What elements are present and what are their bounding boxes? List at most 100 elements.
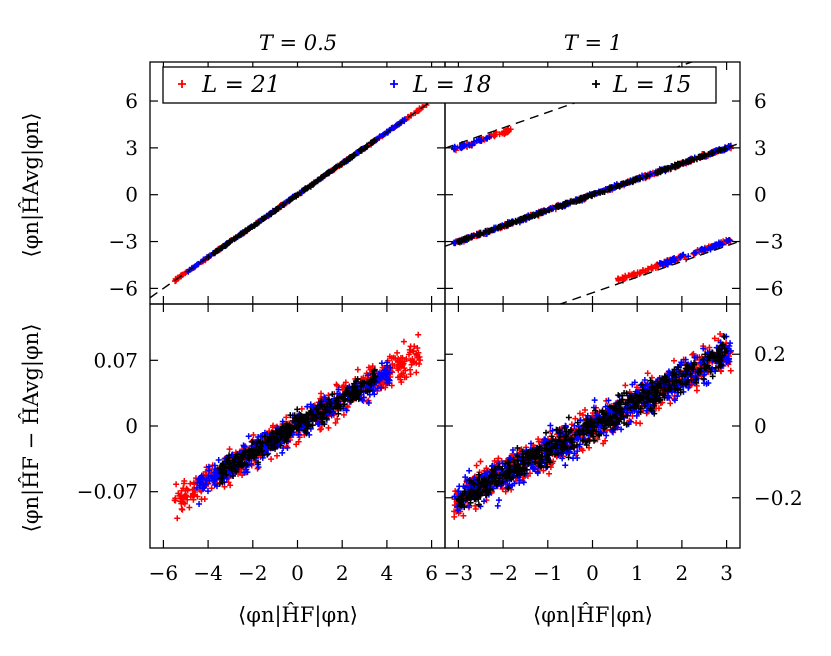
data-point: [624, 412, 631, 419]
ytick-label: 0: [754, 183, 767, 207]
data-point: [691, 354, 698, 361]
data-point: [516, 480, 523, 487]
data-point: [721, 333, 728, 340]
data-point: [332, 400, 339, 407]
data-point: [251, 454, 258, 461]
data-point: [551, 442, 558, 449]
data-point: [682, 356, 689, 363]
data-point: [696, 154, 703, 161]
data-point: [701, 376, 708, 383]
reference-line-0: [445, 142, 740, 247]
data-point: [383, 370, 390, 377]
xtick-label: 3: [720, 561, 733, 585]
data-point: [326, 404, 333, 411]
data-point: [321, 403, 328, 410]
data-point: [335, 410, 342, 417]
data-point: [505, 485, 512, 492]
data-point: [697, 359, 704, 366]
data-point: [609, 426, 616, 433]
data-point: [669, 256, 676, 263]
data-point: [563, 449, 570, 456]
data-point: [640, 400, 647, 407]
data-point: [279, 449, 286, 456]
data-point: [365, 380, 372, 387]
data-point: [304, 403, 311, 410]
data-point: [721, 349, 728, 356]
title-left: T = 0.5: [259, 31, 337, 55]
data-point: [245, 433, 252, 440]
data-point: [192, 263, 199, 270]
data-point: [505, 126, 512, 133]
data-point: [638, 381, 645, 388]
data-point: [621, 390, 628, 397]
data-point: [329, 391, 336, 398]
data-point: [455, 495, 462, 502]
data-point: [615, 392, 622, 399]
data-point: [721, 145, 728, 152]
data-point: [605, 418, 612, 425]
data-point: [371, 367, 378, 374]
data-point: [602, 412, 609, 419]
data-point: [619, 396, 626, 403]
data-point: [274, 452, 281, 459]
data-point: [684, 366, 691, 373]
data-point: [709, 373, 716, 380]
data-point: [285, 432, 292, 439]
data-point: [581, 194, 588, 201]
data-point: [226, 454, 233, 461]
data-point: [522, 214, 529, 221]
data-point: [599, 419, 606, 426]
data-point: [697, 368, 704, 375]
data-point: [376, 377, 383, 384]
reference-line-2: [558, 240, 740, 304]
data-point: [401, 374, 408, 381]
data-point: [178, 487, 185, 494]
data-point: [612, 410, 619, 417]
data-point: [482, 488, 489, 495]
data-point: [466, 502, 473, 509]
data-point: [619, 406, 626, 413]
data-point: [271, 443, 278, 450]
data-point: [514, 445, 521, 452]
data-point: [508, 219, 515, 226]
data-point: [574, 448, 581, 455]
data-point: [199, 481, 206, 488]
ytick-label: 3: [754, 136, 767, 160]
data-point: [212, 466, 219, 473]
data-point: [355, 390, 362, 397]
data-point: [255, 459, 262, 466]
data-point: [222, 461, 229, 468]
data-point: [459, 144, 466, 151]
data-point: [487, 487, 494, 494]
data-point: [600, 440, 607, 447]
data-point: [283, 414, 290, 421]
ylabel-top: ⟨φn|ĤAvg|φn⟩: [19, 113, 44, 258]
data-point: [326, 396, 333, 403]
data-point: [219, 479, 226, 486]
data-point: [646, 390, 653, 397]
data-point: [637, 382, 644, 389]
data-point: [502, 460, 509, 467]
data-point: [387, 364, 394, 371]
data-point: [461, 488, 468, 495]
data-point: [339, 384, 346, 391]
data-point: [399, 117, 406, 124]
data-point: [303, 411, 310, 418]
data-point: [535, 436, 542, 443]
data-point: [199, 475, 206, 482]
data-point: [651, 389, 658, 396]
data-point: [249, 438, 256, 445]
data-point: [648, 386, 655, 393]
data-point: [261, 433, 268, 440]
panel-bottom-right: −0.200.2−3 −2 −1 0 1 2 3: [444, 303, 803, 585]
legend: L = 21 L = 18 L = 15: [162, 66, 717, 104]
data-point: [537, 464, 544, 471]
data-point: [567, 437, 574, 444]
data-point: [633, 384, 640, 391]
data-point: [648, 374, 655, 381]
data-point: [711, 335, 718, 342]
data-point: [584, 422, 591, 429]
data-point: [416, 360, 423, 367]
